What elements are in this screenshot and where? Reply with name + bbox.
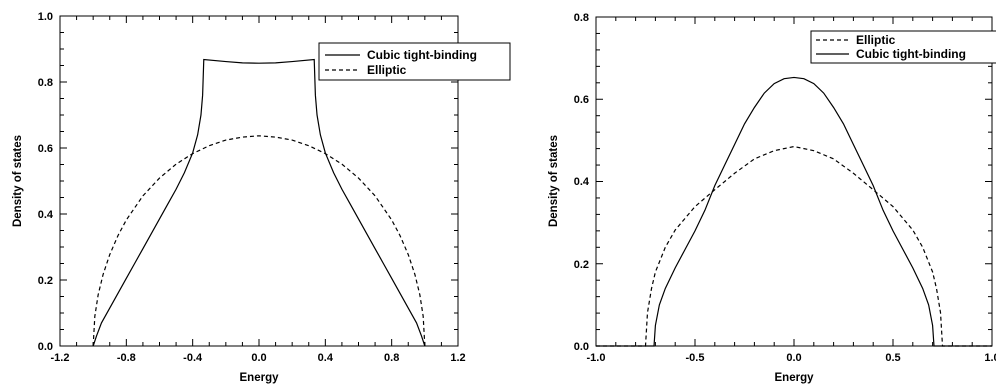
chart-left-legend-label-cubic: Cubic tight-binding	[367, 48, 477, 62]
chart-left-xtick-label: 0.8	[384, 352, 399, 364]
chart-right-frame	[595, 16, 993, 347]
chart-right-legend-label-elliptic: Elliptic	[856, 33, 896, 47]
chart-right-ytick-label: 0.4	[574, 176, 590, 188]
chart-left-ytick-label: 1.0	[38, 11, 53, 23]
chart-left-xtick-label: -0.8	[117, 352, 136, 364]
chart-left-legend-label-elliptic: Elliptic	[367, 63, 407, 77]
chart-right-xtick-label: -0.5	[686, 352, 705, 364]
chart-left-ytick-label: 0.2	[38, 275, 53, 287]
chart-right-yaxis-title: Density of states	[548, 135, 560, 227]
chart-right: -1.0 -0.5 0.0 0.5 1.0 0.0 0.2 0.4 0.6 0.…	[548, 12, 996, 384]
chart-left-ytick-label: 0.0	[38, 341, 53, 353]
chart-left-xtick-label: -1.2	[51, 352, 70, 364]
chart-right-series-cubic-tight-binding	[596, 76, 992, 347]
chart-left-ytick-label: 0.4	[38, 209, 54, 221]
chart-right-lines	[596, 76, 992, 347]
chart-right-xtick-label: 0.0	[786, 352, 801, 364]
chart-right-xtick-label: 0.5	[885, 352, 900, 364]
chart-left-legend-box	[318, 42, 511, 81]
chart-right-ytick-label: 0.6	[574, 94, 589, 106]
chart-right-series-elliptic	[596, 145, 992, 347]
chart-left-ytick-label: 0.6	[38, 143, 53, 155]
chart-right-legend-label-cubic: Cubic tight-binding	[856, 47, 966, 61]
chart-left-xaxis-title: Energy	[240, 372, 280, 384]
chart-left-xtick-label: 0.0	[251, 352, 266, 364]
chart-left-lines	[92, 58, 426, 347]
chart-right-xtick-label: 1.0	[984, 352, 996, 364]
chart-right-xaxis-title: Energy	[775, 372, 815, 384]
chart-right-legend-box	[810, 30, 996, 64]
chart-left-xtick-label: -0.4	[183, 352, 203, 364]
chart-left-ytick-label: 0.8	[38, 77, 53, 89]
chart-right-marks	[596, 76, 992, 347]
chart-left: -1.2 -0.8 -0.4 0.0 0.4 0.8 1.2 0.0 0.2 0…	[12, 11, 511, 384]
chart-right-ticks	[595, 16, 993, 347]
chart-right-ytick-label: 0.8	[574, 12, 589, 24]
chart-right-legend: Elliptic Cubic tight-binding	[810, 30, 996, 64]
chart-left-marks	[92, 58, 426, 347]
chart-left-series-elliptic	[92, 135, 426, 347]
chart-left-legend: Cubic tight-binding Elliptic	[318, 42, 511, 81]
chart-left-xtick-label: 0.4	[318, 352, 334, 364]
chart-left-series-cubic-tight-binding	[92, 58, 426, 347]
chart-right-ytick-label: 0.2	[574, 259, 589, 271]
chart-left-xtick-label: 1.2	[450, 352, 465, 364]
chart-right-ytick-label: 0.0	[574, 341, 589, 353]
chart-left-ticks	[59, 15, 459, 347]
chart-right-xtick-label: -1.0	[587, 352, 606, 364]
chart-left-yaxis-title: Density of states	[12, 135, 24, 227]
